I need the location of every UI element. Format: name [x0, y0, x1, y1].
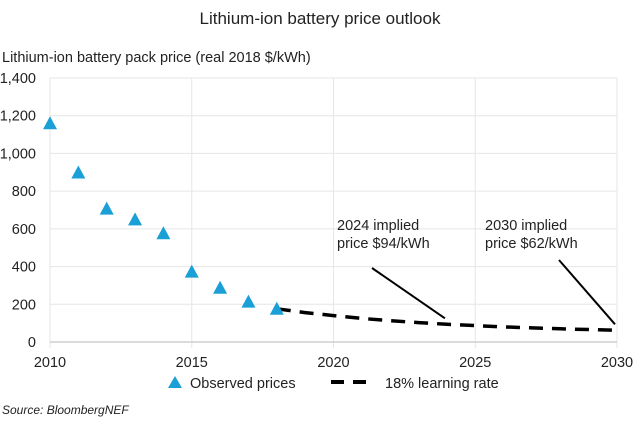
observed-price-marker [241, 294, 256, 308]
y-tick-label: 1,200 [0, 109, 36, 125]
observed-price-marker [184, 264, 199, 278]
learning-rate-line [276, 307, 618, 333]
x-tick-label: 2025 [459, 355, 491, 371]
observed-price-marker [213, 280, 228, 294]
x-tick-label: 2020 [317, 355, 349, 371]
y-tick-label: 400 [12, 260, 36, 276]
x-tick-label: 2015 [176, 355, 208, 371]
x-tick-label: 2010 [34, 355, 66, 371]
annotation-leader-line [558, 259, 616, 325]
legend-label-observed: Observed prices [190, 376, 296, 392]
y-axis-ticks: 0 200 400 600 800 1,000 1,200 1,400 [0, 71, 36, 351]
observed-price-marker [128, 212, 143, 226]
y-tick-label: 1,400 [0, 71, 36, 87]
annotation-text: 2024 implied [337, 218, 419, 234]
observed-price-marker [99, 201, 114, 215]
y-tick-label: 200 [12, 297, 36, 313]
observed-price-marker [43, 116, 57, 130]
y-tick-label: 800 [12, 184, 36, 200]
source-note: Source: BloombergNEF [2, 403, 129, 417]
y-tick-label: 600 [12, 222, 36, 238]
chart-title: Lithium-ion battery price outlook [200, 9, 441, 28]
annotations: 2024 implied price $94/kWh 2030 implied pri… [337, 218, 616, 325]
observed-price-marker [269, 301, 284, 315]
observed-price-marker [71, 165, 86, 179]
x-axis-ticks: 2010 2015 2020 2025 2030 [34, 355, 633, 371]
y-tick-label: 1,000 [0, 146, 36, 162]
annotation-text: price $94/kWh [337, 236, 430, 252]
annotation-text: 2030 implied [485, 218, 567, 234]
gridlines [49, 77, 618, 348]
annotation-text: price $62/kWh [485, 236, 578, 252]
legend: Observed prices 18% learning rate [168, 376, 499, 392]
y-axis-label: Lithium-ion battery pack price (real 201… [2, 50, 311, 66]
annotation-leader-line [371, 267, 446, 320]
y-tick-label: 0 [28, 335, 36, 351]
series-layer [43, 116, 618, 333]
observed-price-marker [156, 226, 171, 240]
legend-label-learning-rate: 18% learning rate [385, 376, 499, 392]
x-tick-label: 2030 [601, 355, 633, 371]
legend-triangle-icon [168, 376, 182, 388]
